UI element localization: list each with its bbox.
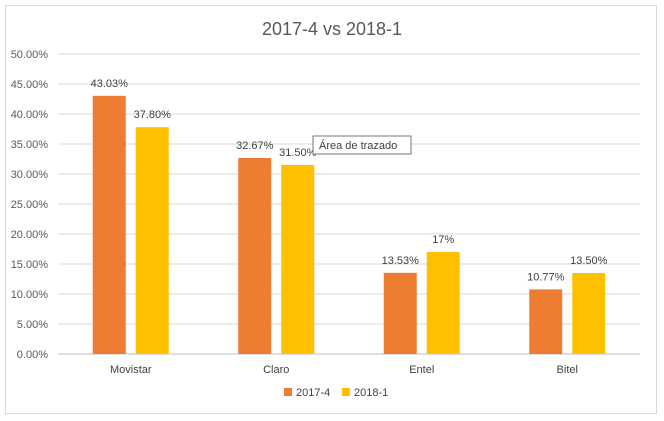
legend[interactable]: 2017-4 2018-1	[284, 387, 388, 399]
x-category-label: Entel	[409, 364, 434, 376]
y-axis: 0.00% 5.00% 10.00% 15.00% 20.00% 25.00% 30.00%…	[11, 49, 49, 361]
legend-swatch	[342, 388, 350, 396]
x-category-label: Movistar	[110, 364, 152, 376]
tooltip-box	[312, 135, 412, 155]
bar-2017-4-entel[interactable]	[383, 272, 417, 354]
x-axis: Movistar Claro Entel Bitel	[110, 364, 578, 376]
data-label: 32.67%	[236, 140, 274, 152]
bar-2018-1-entel[interactable]	[426, 252, 460, 354]
y-tick-label: 30.00%	[11, 169, 49, 181]
data-label: 37.80%	[134, 109, 172, 121]
bar-2017-4-bitel[interactable]	[529, 289, 563, 354]
y-tick-label: 15.00%	[11, 259, 49, 271]
data-label: 13.53%	[382, 255, 420, 267]
bar-2018-1-bitel[interactable]	[572, 273, 606, 354]
data-label: 31.50%	[279, 147, 317, 159]
y-tick-label: 25.00%	[11, 199, 49, 211]
bar-2018-1-movistar[interactable]	[135, 127, 169, 354]
y-tick-label: 5.00%	[17, 319, 48, 331]
y-tick-label: 0.00%	[17, 349, 48, 361]
data-label: 43.03%	[91, 78, 129, 90]
bar-2017-4-movistar[interactable]	[92, 95, 126, 354]
y-tick-label: 10.00%	[11, 289, 49, 301]
legend-swatch	[284, 388, 292, 396]
chart-title: 2017-4 vs 2018-1	[262, 19, 402, 39]
legend-label: 2018-1	[354, 387, 388, 399]
bars: 43.03% 37.80% 32.67% 31.50% 13.53% 17% 10.77% 1…	[91, 78, 608, 354]
y-tick-label: 50.00%	[11, 49, 49, 61]
y-tick-label: 45.00%	[11, 79, 49, 91]
y-tick-label: 40.00%	[11, 109, 49, 121]
x-category-label: Claro	[263, 364, 289, 376]
bar-2018-1-claro[interactable]	[281, 165, 315, 354]
data-label: 13.50%	[570, 255, 608, 267]
data-label: 17%	[432, 234, 454, 246]
x-category-label: Bitel	[557, 364, 578, 376]
y-tick-label: 35.00%	[11, 139, 49, 151]
bar-2017-4-claro[interactable]	[238, 157, 272, 354]
legend-label: 2017-4	[296, 387, 330, 399]
y-tick-label: 20.00%	[11, 229, 49, 241]
tooltip: Área de trazado	[312, 135, 412, 155]
data-label: 10.77%	[527, 271, 565, 283]
tooltip-text: Área de trazado	[319, 139, 397, 152]
